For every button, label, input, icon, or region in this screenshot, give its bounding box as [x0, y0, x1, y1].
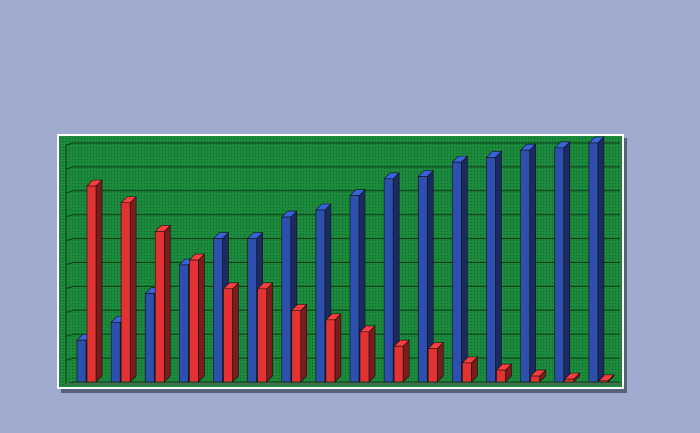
bar [325, 319, 336, 383]
bar [496, 369, 506, 383]
tick-mark [65, 190, 75, 194]
bar [144, 293, 155, 383]
bar [189, 259, 199, 383]
bar-side [95, 179, 103, 383]
bar [213, 238, 223, 383]
bar-side [232, 282, 239, 383]
bar-side [563, 141, 571, 383]
bar [247, 238, 257, 383]
bar [452, 161, 462, 383]
bar [76, 339, 87, 383]
bar [393, 345, 404, 383]
bar [154, 231, 165, 383]
bar [530, 375, 540, 383]
bar [564, 378, 575, 383]
bar [462, 362, 472, 383]
bar [223, 288, 233, 383]
bar [359, 331, 370, 383]
bar-side [198, 253, 205, 383]
tick-mark [65, 285, 75, 289]
bar-side [334, 313, 342, 383]
bar-side [368, 325, 376, 383]
bar [520, 149, 530, 383]
bar [110, 321, 121, 383]
tick-mark [65, 357, 75, 361]
bar-side [461, 155, 468, 383]
bar [588, 142, 599, 383]
tick-mark [65, 166, 75, 170]
tick-mark [65, 214, 75, 218]
bar-side [300, 303, 308, 383]
bar [281, 216, 292, 383]
bar [315, 209, 326, 383]
bar-side [597, 136, 605, 383]
bar [349, 195, 360, 383]
tick-mark [65, 333, 75, 337]
bar [427, 348, 438, 383]
tick-mark [65, 309, 75, 313]
bar-side [436, 341, 444, 383]
bar-side [529, 143, 536, 383]
bar [598, 380, 609, 383]
tick-mark [65, 238, 75, 242]
bar [257, 288, 267, 383]
bar [383, 178, 394, 383]
bar-side [495, 150, 502, 383]
bar [120, 202, 131, 383]
bar-side [163, 224, 171, 383]
bar [417, 176, 428, 383]
bar-side [266, 282, 273, 383]
tick-mark [65, 262, 75, 265]
bar [179, 264, 189, 383]
bar [554, 147, 565, 383]
bar [291, 309, 302, 383]
tick-mark [65, 142, 75, 146]
bar [486, 157, 496, 383]
bar [86, 185, 97, 383]
bar-side [129, 196, 137, 383]
bar-side [402, 339, 410, 383]
